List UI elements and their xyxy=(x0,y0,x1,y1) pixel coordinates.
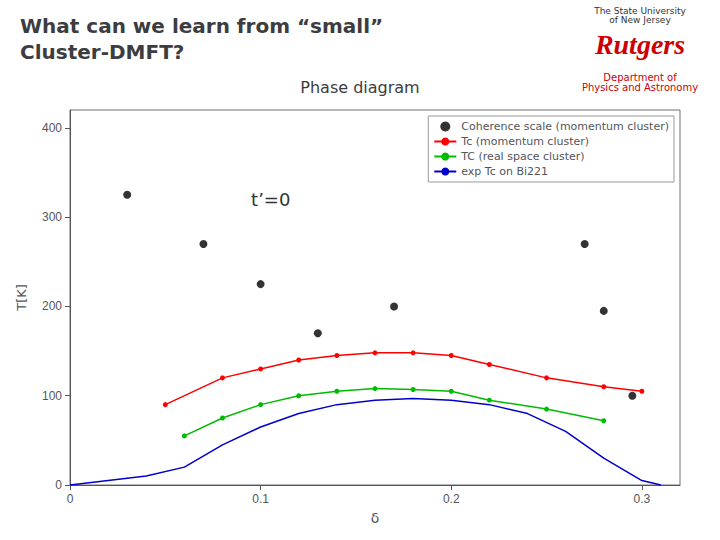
svg-text:What can we learn from “small”: What can we learn from “small” xyxy=(20,14,383,38)
svg-text:400: 400 xyxy=(42,121,62,135)
svg-text:exp Tc on Bi221: exp Tc on Bi221 xyxy=(461,165,548,178)
svg-text:Tc (momentum cluster): Tc (momentum cluster) xyxy=(460,135,589,148)
svg-text:200: 200 xyxy=(42,299,62,313)
svg-text:Department of: Department of xyxy=(603,71,677,83)
svg-text:T[K]: T[K] xyxy=(14,284,29,312)
svg-text:Rutgers: Rutgers xyxy=(594,29,685,60)
svg-text:t’=0: t’=0 xyxy=(251,189,290,210)
svg-text:TC (real space cluster): TC (real space cluster) xyxy=(460,150,584,163)
svg-text:0: 0 xyxy=(67,492,74,506)
svg-text:0: 0 xyxy=(55,478,62,492)
svg-text:Cluster-DMFT?: Cluster-DMFT? xyxy=(20,40,184,64)
svg-text:The State University: The State University xyxy=(594,5,686,16)
svg-text:0.3: 0.3 xyxy=(634,492,651,506)
svg-text:of New Jersey: of New Jersey xyxy=(609,15,671,25)
svg-text:0.1: 0.1 xyxy=(252,492,269,506)
svg-text:0.2: 0.2 xyxy=(443,492,460,506)
svg-text:300: 300 xyxy=(42,210,62,224)
svg-text:100: 100 xyxy=(42,389,62,403)
svg-text:Phase diagram: Phase diagram xyxy=(300,78,419,97)
svg-text:Coherence scale (momentum clus: Coherence scale (momentum cluster) xyxy=(461,120,669,133)
svg-text:Physics and Astronomy: Physics and Astronomy xyxy=(582,82,698,93)
svg-text:δ: δ xyxy=(371,510,380,526)
